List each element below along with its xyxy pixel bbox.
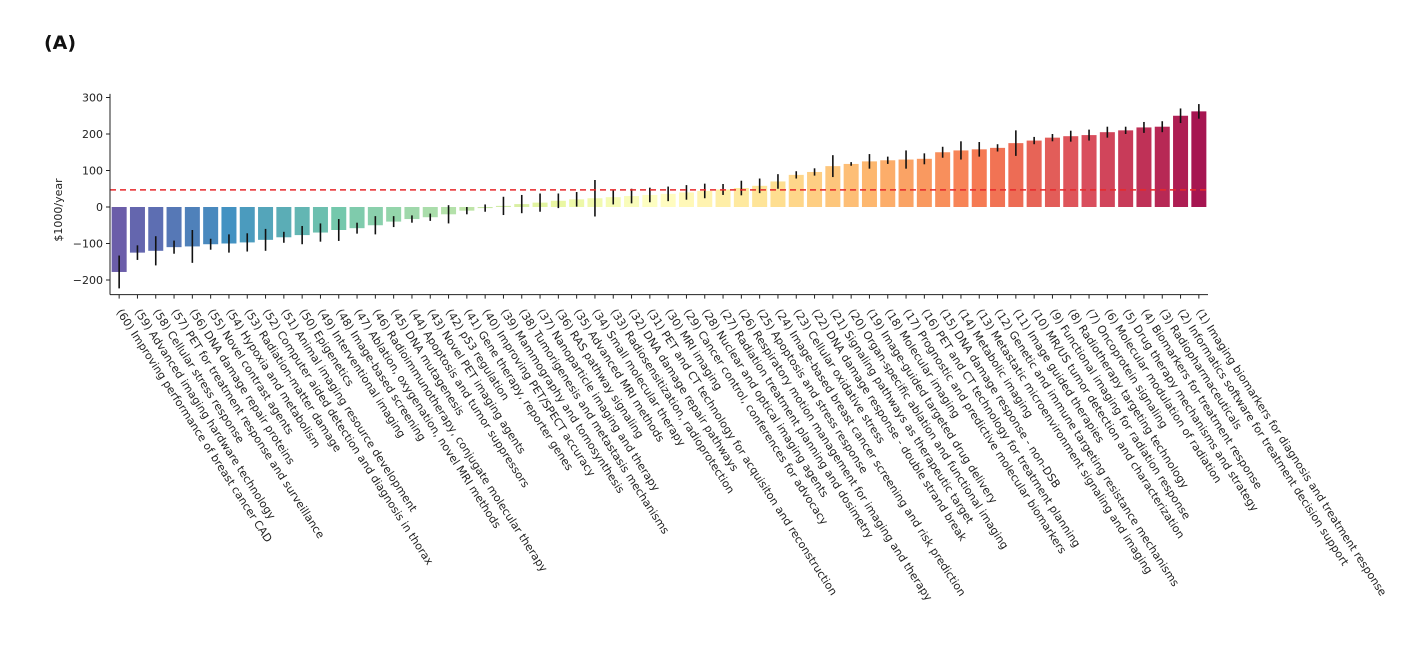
bar bbox=[1063, 136, 1079, 207]
bar bbox=[861, 161, 877, 208]
bar bbox=[294, 207, 310, 236]
bar bbox=[276, 207, 292, 238]
error-bars-layer bbox=[118, 104, 1200, 289]
bar bbox=[184, 207, 200, 247]
bar bbox=[111, 207, 127, 272]
bar bbox=[1136, 127, 1152, 207]
y-tick-label: 200 bbox=[82, 128, 103, 141]
bar bbox=[258, 207, 274, 240]
y-tick-label: 100 bbox=[82, 165, 103, 178]
bar bbox=[1118, 130, 1134, 207]
axes-layer: −200 −100 0 100 200 300 bbox=[73, 92, 1208, 299]
bar bbox=[733, 188, 749, 207]
bar bbox=[880, 160, 896, 207]
bar bbox=[898, 159, 914, 207]
bar bbox=[221, 207, 237, 244]
bar bbox=[1026, 140, 1042, 207]
bar bbox=[715, 189, 731, 207]
bar bbox=[1099, 132, 1115, 207]
bar bbox=[843, 163, 859, 207]
bar bbox=[148, 207, 164, 251]
bar bbox=[971, 149, 987, 207]
y-tick-label: 300 bbox=[82, 92, 103, 105]
bar bbox=[825, 166, 841, 207]
bar bbox=[422, 207, 438, 218]
bar bbox=[203, 207, 219, 245]
bar bbox=[1191, 111, 1207, 207]
y-tick-label: −100 bbox=[73, 238, 103, 251]
bar bbox=[697, 190, 713, 207]
y-tick-label: 0 bbox=[96, 201, 103, 214]
bar bbox=[312, 207, 328, 233]
bar bbox=[990, 147, 1006, 207]
bar bbox=[129, 207, 145, 253]
panel-label: (A) bbox=[44, 32, 77, 54]
y-axis-label: $1000/year bbox=[52, 178, 65, 242]
bar bbox=[752, 185, 768, 207]
bar bbox=[1044, 137, 1060, 207]
bar bbox=[953, 150, 969, 207]
bar bbox=[239, 207, 255, 243]
bar bbox=[386, 207, 402, 222]
bar bbox=[1173, 115, 1189, 207]
bar bbox=[349, 207, 365, 229]
bar bbox=[166, 207, 182, 248]
y-tick-label: −200 bbox=[73, 274, 103, 287]
bar bbox=[916, 158, 932, 207]
bar bbox=[935, 152, 951, 207]
bar bbox=[331, 207, 347, 230]
bar bbox=[788, 174, 804, 207]
bar bbox=[770, 181, 786, 207]
bar bbox=[404, 207, 420, 220]
category-labels-layer: (60) Improving performance of breast can… bbox=[114, 307, 1390, 604]
bar bbox=[1081, 135, 1097, 207]
bars-layer bbox=[111, 111, 1207, 272]
bar bbox=[1008, 143, 1024, 208]
bar bbox=[1154, 126, 1170, 207]
